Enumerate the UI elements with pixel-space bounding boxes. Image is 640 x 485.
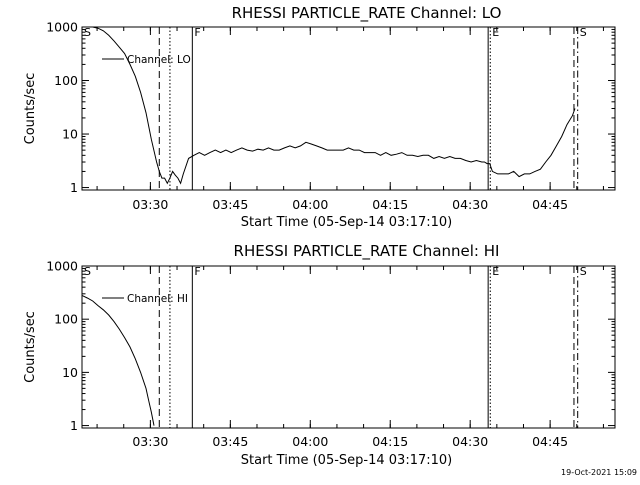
x-tick-label: 04:30	[452, 197, 488, 212]
y-tick-label: 10	[62, 365, 78, 380]
y-axis-label: Counts/sec	[23, 311, 38, 383]
x-tick-label: 03:45	[212, 434, 248, 449]
footer-timestamp: 19-Oct-2021 15:09	[561, 468, 637, 477]
y-tick-label: 100	[54, 312, 78, 327]
x-tick-label: 04:30	[452, 434, 488, 449]
legend-label: Channel: LO	[127, 54, 191, 66]
legend-label: Channel: HI	[127, 293, 188, 305]
time-marker-label: S	[580, 265, 587, 278]
y-tick-label: 1	[70, 180, 78, 195]
x-tick-label: 03:30	[132, 434, 168, 449]
x-tick-label: 04:45	[532, 197, 568, 212]
y-tick-label: 1000	[46, 20, 78, 35]
time-marker-label: E	[492, 265, 499, 278]
x-axis-label: Start Time (05-Sep-14 03:17:10)	[241, 453, 452, 468]
series-line	[82, 26, 576, 185]
x-tick-label: 04:15	[372, 434, 408, 449]
x-tick-label: 04:15	[372, 197, 408, 212]
x-tick-label: 04:45	[532, 434, 568, 449]
y-tick-label: 100	[54, 73, 78, 88]
x-tick-label: 04:00	[292, 434, 328, 449]
chart-title: RHESSI PARTICLE_RATE Channel: LO	[232, 4, 502, 23]
plot-frame	[81, 26, 616, 191]
y-tick-label: 1000	[46, 259, 78, 274]
x-tick-label: 03:30	[132, 197, 168, 212]
y-tick-label: 1	[70, 418, 78, 433]
time-marker-label: F	[194, 265, 200, 278]
chart-panel-2: RHESSI PARTICLE_RATE Channel: HI 1 10 100 10…	[23, 242, 616, 468]
plot-frame	[81, 265, 616, 429]
x-axis-label: Start Time (05-Sep-14 03:17:10)	[241, 215, 452, 230]
y-tick-label: 10	[62, 127, 78, 142]
time-marker-label: S	[580, 26, 587, 39]
series-line	[81, 294, 155, 426]
x-tick-label: 03:45	[212, 197, 248, 212]
y-axis-label: Counts/sec	[23, 73, 38, 145]
chart-panel-1: RHESSI PARTICLE_RATE Channel: LO 1 10 100 10…	[23, 4, 616, 230]
time-marker-label: S	[84, 26, 91, 39]
time-marker-label: F	[194, 26, 200, 39]
chart-title: RHESSI PARTICLE_RATE Channel: HI	[234, 242, 500, 261]
time-marker-label: S	[84, 265, 91, 278]
time-marker-label: E	[492, 26, 499, 39]
x-tick-label: 04:00	[292, 197, 328, 212]
